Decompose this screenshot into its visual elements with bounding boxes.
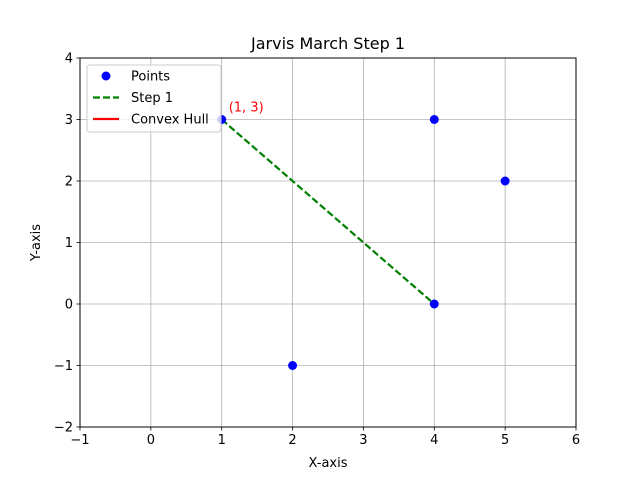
y-tick-label: −1	[54, 359, 73, 374]
legend-box	[86, 64, 222, 133]
y-tick-label: 4	[65, 52, 73, 67]
chart-title: Jarvis March Step 1	[250, 34, 405, 53]
y-tick-label: 0	[65, 298, 73, 313]
x-tick-label: 3	[359, 433, 367, 448]
y-axis-label: Y-axis	[29, 224, 44, 262]
data-point	[429, 299, 439, 309]
y-tick-label: 2	[65, 175, 73, 190]
legend-marker	[101, 71, 111, 81]
x-tick-label: −1	[70, 433, 89, 448]
x-tick-label: 1	[218, 433, 226, 448]
legend-label: Convex Hull	[131, 113, 209, 128]
data-point	[429, 115, 439, 124]
y-tick-label: 1	[65, 236, 73, 251]
y-tick-label: −2	[54, 421, 73, 436]
series-layer: (1, 3)	[217, 101, 510, 370]
series-line	[220, 118, 436, 305]
x-tick-label: 5	[501, 433, 509, 448]
data-point	[500, 176, 510, 186]
x-tick-label: 2	[288, 433, 296, 448]
legend-label: Step 1	[131, 91, 173, 106]
x-tick-label: 4	[430, 433, 438, 448]
legend: Points Step 1 Convex Hull	[86, 64, 222, 133]
data-point	[288, 361, 298, 370]
legend-label: Points	[131, 70, 170, 85]
y-tick-label: 3	[65, 113, 73, 128]
x-axis-label: X-axis	[309, 456, 348, 471]
x-tick-label: 6	[572, 433, 580, 448]
point-annotation: (1, 3)	[229, 101, 264, 116]
x-tick-label: 0	[147, 433, 155, 448]
